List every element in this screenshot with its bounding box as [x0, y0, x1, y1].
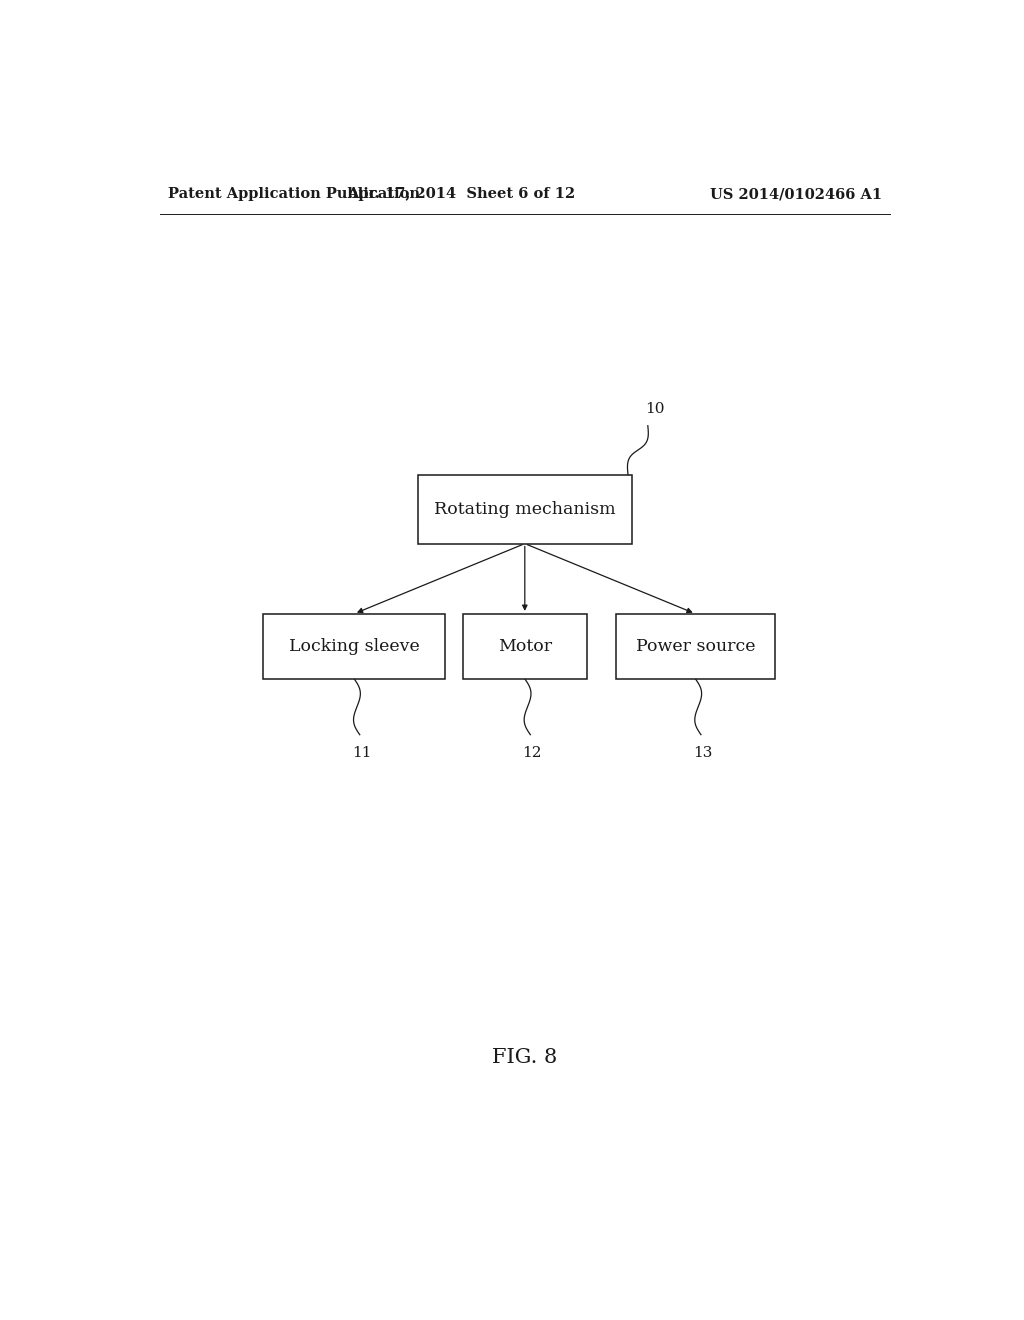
- Text: 13: 13: [693, 746, 713, 760]
- Text: 11: 11: [352, 746, 372, 760]
- Text: 10: 10: [645, 403, 665, 417]
- Text: Apr. 17, 2014  Sheet 6 of 12: Apr. 17, 2014 Sheet 6 of 12: [347, 187, 575, 201]
- Bar: [463, 614, 587, 678]
- Text: Patent Application Publication: Patent Application Publication: [168, 187, 420, 201]
- Text: 12: 12: [522, 746, 542, 760]
- Bar: [418, 474, 632, 544]
- Text: FIG. 8: FIG. 8: [493, 1048, 557, 1068]
- Text: Power source: Power source: [636, 638, 755, 655]
- Bar: [263, 614, 445, 678]
- Text: Motor: Motor: [498, 638, 552, 655]
- Text: US 2014/0102466 A1: US 2014/0102466 A1: [710, 187, 882, 201]
- Text: Rotating mechanism: Rotating mechanism: [434, 500, 615, 517]
- Text: Locking sleeve: Locking sleeve: [289, 638, 420, 655]
- Bar: [616, 614, 775, 678]
